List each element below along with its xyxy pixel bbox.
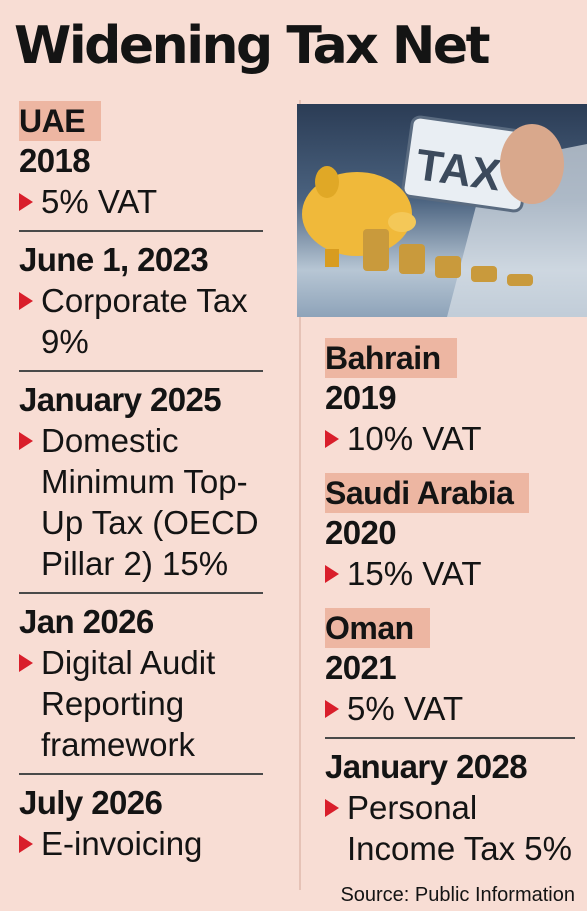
entry-date: Jan 2026 <box>19 603 154 640</box>
uae-column: UAE 2018 5% VAT June 1, 2023 Corporate T… <box>19 101 269 864</box>
divider <box>19 370 263 372</box>
tax-sign-text: TAX <box>413 140 504 200</box>
divider <box>19 230 263 232</box>
arrow-icon <box>19 654 33 672</box>
arrow-icon <box>19 193 33 211</box>
saudi-block: Saudi Arabia 2020 15% VAT <box>325 473 580 594</box>
entry-date: January 2025 <box>19 381 222 418</box>
arrow-icon <box>325 430 339 448</box>
uae-entry-2023: June 1, 2023 Corporate Tax 9% <box>19 240 269 362</box>
arrow-icon <box>325 799 339 817</box>
entry-detail: Corporate Tax 9% <box>19 280 269 362</box>
entry-detail: 5% VAT <box>325 688 580 729</box>
country-bahrain: Bahrain <box>325 338 457 378</box>
divider <box>325 737 575 739</box>
entry-detail: E-invoicing <box>19 823 269 864</box>
oman-block: Oman 2021 5% VAT January 2028 Personal In… <box>325 608 580 869</box>
country-oman: Oman <box>325 608 430 648</box>
entry-detail: 5% VAT <box>19 181 269 222</box>
uae-entry-jan-2026: Jan 2026 Digital Audit Reporting framework <box>19 602 269 765</box>
entry-detail: 15% VAT <box>325 553 580 594</box>
entry-date: June 1, 2023 <box>19 241 209 278</box>
arrow-icon <box>325 565 339 583</box>
column-divider <box>299 100 301 890</box>
uae-entry-2018: 2018 5% VAT <box>19 141 269 222</box>
arrow-icon <box>19 835 33 853</box>
divider <box>19 592 263 594</box>
page-title: Widening Tax Net <box>14 16 491 76</box>
entry-date: 2020 <box>325 514 397 551</box>
arrow-icon <box>325 700 339 718</box>
arrow-icon <box>19 292 33 310</box>
tax-photo: TAX <box>297 104 587 317</box>
entry-detail: Personal Income Tax 5% <box>325 787 580 869</box>
entry-detail: Domestic Minimum Top- Up Tax (OECD Pillar 2… <box>19 420 269 584</box>
piggy-bank-tax-image: TAX <box>302 115 587 317</box>
entry-date: 2018 <box>19 142 91 179</box>
entry-detail: 10% VAT <box>325 418 580 459</box>
arrow-icon <box>19 432 33 450</box>
divider <box>19 773 263 775</box>
entry-detail: Digital Audit Reporting framework <box>19 642 269 765</box>
uae-entry-2025: January 2025 Domestic Minimum Top- Up Tax … <box>19 380 269 584</box>
entry-date: 2019 <box>325 379 397 416</box>
uae-entry-jul-2026: July 2026 E-invoicing <box>19 783 269 864</box>
entry-date: July 2026 <box>19 784 163 821</box>
country-saudi-arabia: Saudi Arabia <box>325 473 530 513</box>
entry-date: 2021 <box>325 649 397 686</box>
gcc-column: Bahrain 2019 10% VAT Saudi Arabia 2020 1… <box>325 338 580 869</box>
country-uae: UAE <box>19 101 102 141</box>
source-note: Source: Public Information <box>334 883 575 907</box>
bahrain-block: Bahrain 2019 10% VAT <box>325 338 580 459</box>
entry-date: January 2028 <box>325 748 528 785</box>
